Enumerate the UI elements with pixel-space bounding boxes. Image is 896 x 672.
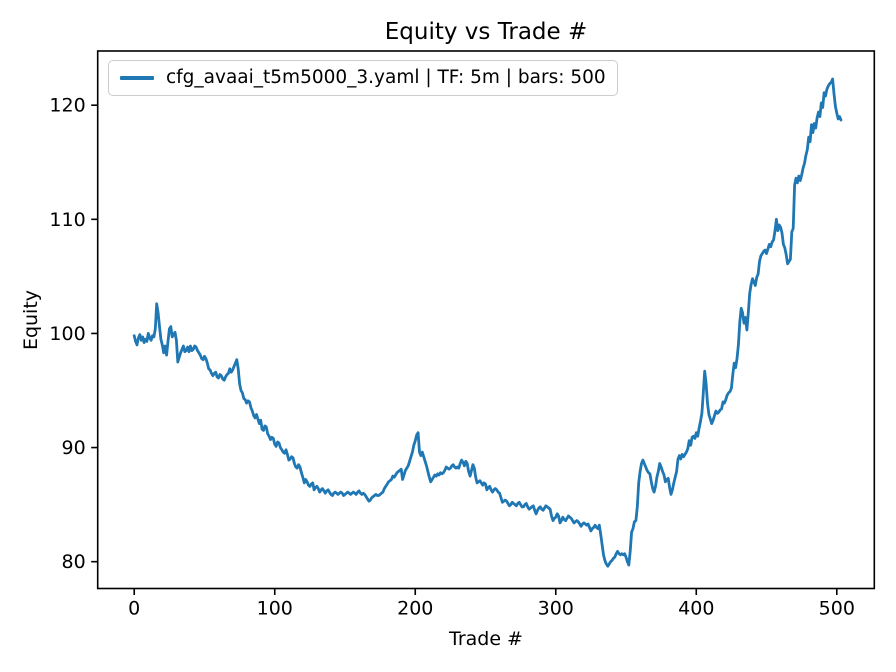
axes-frame bbox=[96, 50, 876, 590]
y-tick-label: 90 bbox=[62, 437, 86, 459]
x-tick-label: 300 bbox=[538, 598, 574, 620]
legend: cfg_avaai_t5m5000_3.yaml | TF: 5m | bars… bbox=[108, 60, 618, 96]
y-axis-label: Equity bbox=[20, 289, 42, 351]
x-tick-label: 500 bbox=[819, 598, 855, 620]
x-axis-label: Trade # bbox=[449, 628, 523, 650]
chart-title: Equity vs Trade # bbox=[384, 19, 588, 45]
x-tick-label: 400 bbox=[678, 598, 714, 620]
y-tick-label: 120 bbox=[49, 95, 85, 117]
x-tick-label: 100 bbox=[257, 598, 293, 620]
legend-label: cfg_avaai_t5m5000_3.yaml | TF: 5m | bars… bbox=[166, 67, 606, 88]
legend-line-sample bbox=[120, 76, 154, 80]
y-tick-label: 100 bbox=[49, 323, 85, 345]
x-tick-label: 200 bbox=[397, 598, 433, 620]
x-tick-label: 0 bbox=[128, 598, 140, 620]
y-tick-label: 80 bbox=[62, 551, 86, 573]
equity-curve-line bbox=[132, 77, 843, 568]
y-tick-label: 110 bbox=[49, 209, 85, 231]
